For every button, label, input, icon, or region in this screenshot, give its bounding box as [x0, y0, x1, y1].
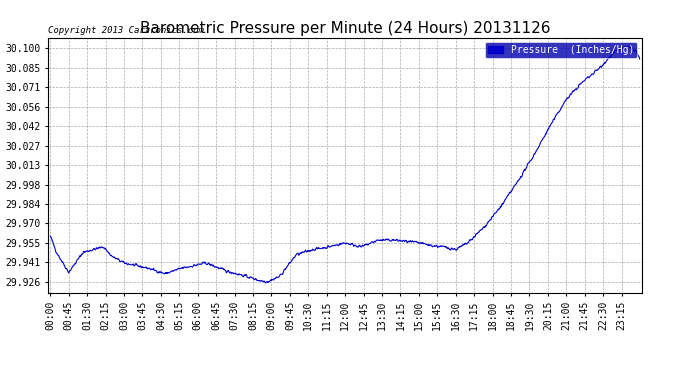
Text: Copyright 2013 Cartronics.com: Copyright 2013 Cartronics.com: [48, 26, 204, 35]
Title: Barometric Pressure per Minute (24 Hours) 20131126: Barometric Pressure per Minute (24 Hours…: [140, 21, 550, 36]
Legend: Pressure  (Inches/Hg): Pressure (Inches/Hg): [485, 42, 637, 58]
